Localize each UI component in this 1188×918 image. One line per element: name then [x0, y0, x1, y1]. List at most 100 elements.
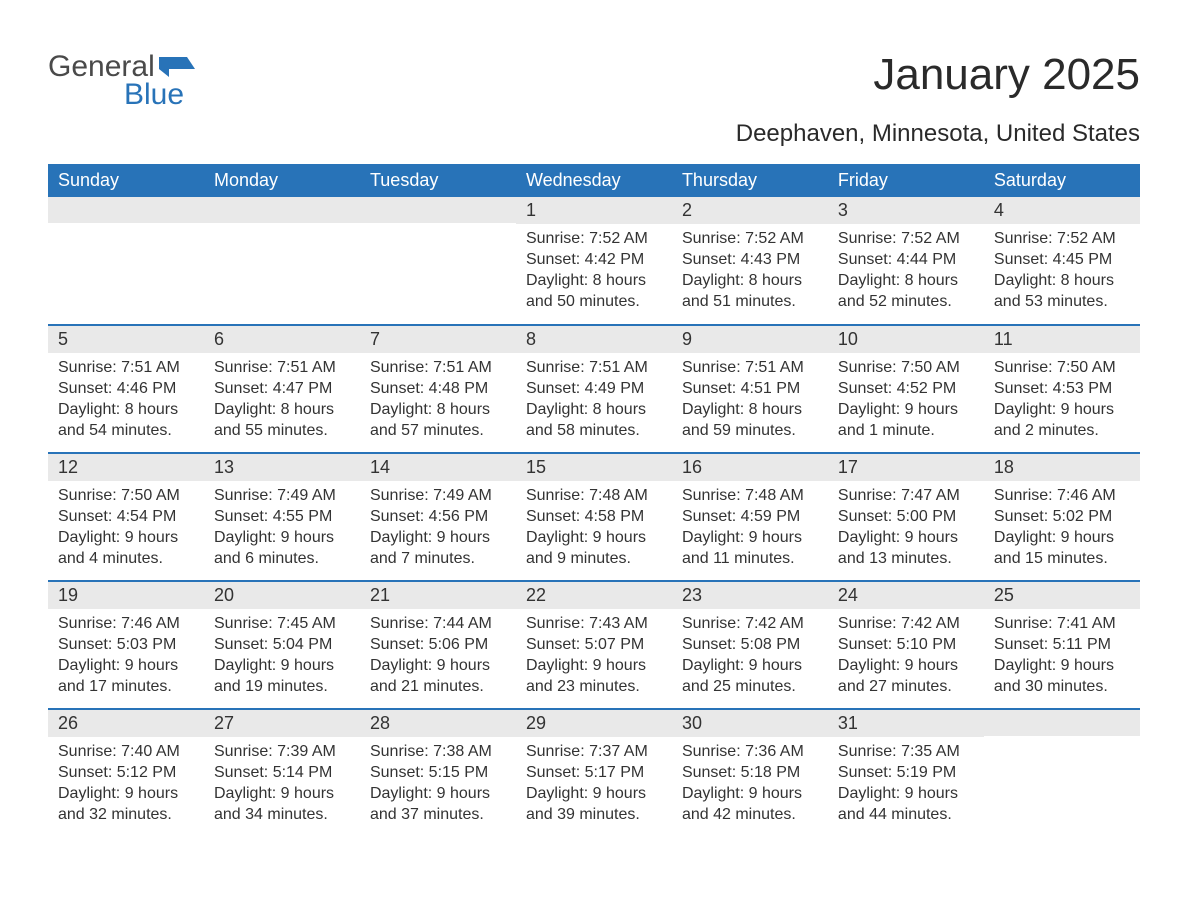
day-details: Sunrise: 7:52 AMSunset: 4:43 PMDaylight:… — [672, 224, 828, 320]
day-details: Sunrise: 7:41 AMSunset: 5:11 PMDaylight:… — [984, 609, 1140, 705]
sunset-text: Sunset: 5:07 PM — [526, 634, 662, 655]
day-number: 11 — [984, 326, 1140, 353]
sunrise-text: Sunrise: 7:51 AM — [214, 357, 350, 378]
day-number: 30 — [672, 710, 828, 737]
calendar-cell: 26Sunrise: 7:40 AMSunset: 5:12 PMDayligh… — [48, 709, 204, 837]
day-details: Sunrise: 7:49 AMSunset: 4:55 PMDaylight:… — [204, 481, 360, 577]
sunrise-text: Sunrise: 7:51 AM — [682, 357, 818, 378]
daylight-text: Daylight: 9 hours and 27 minutes. — [838, 655, 974, 697]
daylight-text: Daylight: 8 hours and 59 minutes. — [682, 399, 818, 441]
day-number: 31 — [828, 710, 984, 737]
daylight-text: Daylight: 9 hours and 11 minutes. — [682, 527, 818, 569]
sunrise-text: Sunrise: 7:35 AM — [838, 741, 974, 762]
day-header: Monday — [204, 164, 360, 197]
daylight-text: Daylight: 9 hours and 4 minutes. — [58, 527, 194, 569]
sunrise-text: Sunrise: 7:50 AM — [994, 357, 1130, 378]
sunrise-text: Sunrise: 7:46 AM — [58, 613, 194, 634]
day-header: Tuesday — [360, 164, 516, 197]
day-number: 8 — [516, 326, 672, 353]
daylight-text: Daylight: 9 hours and 25 minutes. — [682, 655, 818, 697]
calendar-cell: 28Sunrise: 7:38 AMSunset: 5:15 PMDayligh… — [360, 709, 516, 837]
daylight-text: Daylight: 8 hours and 51 minutes. — [682, 270, 818, 312]
day-details: Sunrise: 7:39 AMSunset: 5:14 PMDaylight:… — [204, 737, 360, 833]
calendar-cell: 1Sunrise: 7:52 AMSunset: 4:42 PMDaylight… — [516, 197, 672, 325]
day-number: 10 — [828, 326, 984, 353]
sunset-text: Sunset: 4:55 PM — [214, 506, 350, 527]
calendar-week-row: 5Sunrise: 7:51 AMSunset: 4:46 PMDaylight… — [48, 325, 1140, 453]
sunset-text: Sunset: 5:04 PM — [214, 634, 350, 655]
calendar-cell: 8Sunrise: 7:51 AMSunset: 4:49 PMDaylight… — [516, 325, 672, 453]
daylight-text: Daylight: 8 hours and 52 minutes. — [838, 270, 974, 312]
sunset-text: Sunset: 5:19 PM — [838, 762, 974, 783]
sunset-text: Sunset: 5:06 PM — [370, 634, 506, 655]
calendar-cell — [360, 197, 516, 325]
day-details: Sunrise: 7:44 AMSunset: 5:06 PMDaylight:… — [360, 609, 516, 705]
sunrise-text: Sunrise: 7:43 AM — [526, 613, 662, 634]
page-title: January 2025 — [873, 50, 1140, 100]
header: General Blue January 2025 — [48, 50, 1140, 112]
sunset-text: Sunset: 5:15 PM — [370, 762, 506, 783]
sunset-text: Sunset: 4:44 PM — [838, 249, 974, 270]
calendar-cell: 23Sunrise: 7:42 AMSunset: 5:08 PMDayligh… — [672, 581, 828, 709]
sunrise-text: Sunrise: 7:47 AM — [838, 485, 974, 506]
day-number: 23 — [672, 582, 828, 609]
sunset-text: Sunset: 4:54 PM — [58, 506, 194, 527]
day-details: Sunrise: 7:50 AMSunset: 4:53 PMDaylight:… — [984, 353, 1140, 449]
calendar-week-row: 1Sunrise: 7:52 AMSunset: 4:42 PMDaylight… — [48, 197, 1140, 325]
sunrise-text: Sunrise: 7:37 AM — [526, 741, 662, 762]
day-number: 1 — [516, 197, 672, 224]
daylight-text: Daylight: 9 hours and 17 minutes. — [58, 655, 194, 697]
day-header: Wednesday — [516, 164, 672, 197]
calendar-cell: 18Sunrise: 7:46 AMSunset: 5:02 PMDayligh… — [984, 453, 1140, 581]
sunset-text: Sunset: 4:47 PM — [214, 378, 350, 399]
day-details: Sunrise: 7:50 AMSunset: 4:54 PMDaylight:… — [48, 481, 204, 577]
day-header: Saturday — [984, 164, 1140, 197]
day-details: Sunrise: 7:42 AMSunset: 5:10 PMDaylight:… — [828, 609, 984, 705]
daylight-text: Daylight: 9 hours and 7 minutes. — [370, 527, 506, 569]
calendar-week-row: 19Sunrise: 7:46 AMSunset: 5:03 PMDayligh… — [48, 581, 1140, 709]
day-number: 9 — [672, 326, 828, 353]
calendar-cell: 4Sunrise: 7:52 AMSunset: 4:45 PMDaylight… — [984, 197, 1140, 325]
daylight-text: Daylight: 9 hours and 2 minutes. — [994, 399, 1130, 441]
daylight-text: Daylight: 8 hours and 55 minutes. — [214, 399, 350, 441]
calendar-cell: 13Sunrise: 7:49 AMSunset: 4:55 PMDayligh… — [204, 453, 360, 581]
sunrise-text: Sunrise: 7:52 AM — [994, 228, 1130, 249]
day-number: 5 — [48, 326, 204, 353]
day-details: Sunrise: 7:36 AMSunset: 5:18 PMDaylight:… — [672, 737, 828, 833]
sunrise-text: Sunrise: 7:40 AM — [58, 741, 194, 762]
sunset-text: Sunset: 4:52 PM — [838, 378, 974, 399]
calendar-cell: 2Sunrise: 7:52 AMSunset: 4:43 PMDaylight… — [672, 197, 828, 325]
day-details: Sunrise: 7:46 AMSunset: 5:02 PMDaylight:… — [984, 481, 1140, 577]
daylight-text: Daylight: 9 hours and 42 minutes. — [682, 783, 818, 825]
daylight-text: Daylight: 9 hours and 39 minutes. — [526, 783, 662, 825]
day-number: 14 — [360, 454, 516, 481]
sunset-text: Sunset: 5:18 PM — [682, 762, 818, 783]
calendar-table: Sunday Monday Tuesday Wednesday Thursday… — [48, 164, 1140, 837]
calendar-week-row: 12Sunrise: 7:50 AMSunset: 4:54 PMDayligh… — [48, 453, 1140, 581]
day-number: 18 — [984, 454, 1140, 481]
sunset-text: Sunset: 5:03 PM — [58, 634, 194, 655]
sunrise-text: Sunrise: 7:49 AM — [370, 485, 506, 506]
day-number: 16 — [672, 454, 828, 481]
sunrise-text: Sunrise: 7:48 AM — [526, 485, 662, 506]
day-header: Thursday — [672, 164, 828, 197]
sunrise-text: Sunrise: 7:42 AM — [838, 613, 974, 634]
day-number: 3 — [828, 197, 984, 224]
day-header: Friday — [828, 164, 984, 197]
daylight-text: Daylight: 9 hours and 37 minutes. — [370, 783, 506, 825]
sunset-text: Sunset: 5:17 PM — [526, 762, 662, 783]
day-number: 6 — [204, 326, 360, 353]
calendar-cell: 3 Sunrise: 7:52 AMSunset: 4:44 PMDaylight… — [828, 197, 984, 325]
calendar-cell: 24Sunrise: 7:42 AMSunset: 5:10 PMDayligh… — [828, 581, 984, 709]
daylight-text: Daylight: 9 hours and 13 minutes. — [838, 527, 974, 569]
sunrise-text: Sunrise: 7:52 AM — [838, 228, 974, 249]
daylight-text: Daylight: 9 hours and 30 minutes. — [994, 655, 1130, 697]
sunrise-text: Sunrise: 7:39 AM — [214, 741, 350, 762]
sunset-text: Sunset: 4:45 PM — [994, 249, 1130, 270]
day-number: 24 — [828, 582, 984, 609]
calendar-cell: 30Sunrise: 7:36 AMSunset: 5:18 PMDayligh… — [672, 709, 828, 837]
daylight-text: Daylight: 8 hours and 58 minutes. — [526, 399, 662, 441]
day-details: Sunrise: 7:51 AMSunset: 4:49 PMDaylight:… — [516, 353, 672, 449]
calendar-cell: 27Sunrise: 7:39 AMSunset: 5:14 PMDayligh… — [204, 709, 360, 837]
sunrise-text: Sunrise: 7:38 AM — [370, 741, 506, 762]
